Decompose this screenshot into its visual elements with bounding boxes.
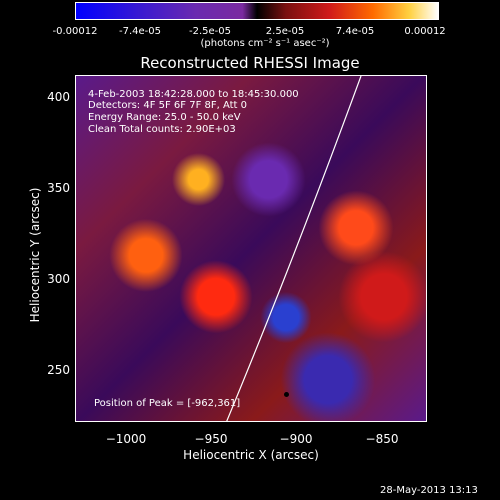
y-tick: 400: [47, 90, 70, 104]
x-tick: −950: [194, 432, 228, 446]
peak-marker: [284, 392, 289, 397]
limb-curve: [226, 76, 362, 421]
colorbar-tick: -7.4e-05: [119, 26, 161, 37]
colorbar-units: (photons cm⁻² s⁻¹ asec⁻²): [200, 38, 330, 49]
colorbar-tick: -2.5e-05: [189, 26, 231, 37]
annotation-energy: Energy Range: 25.0 - 50.0 keV: [88, 112, 241, 123]
y-tick: 250: [47, 363, 70, 377]
annotation-counts: Clean Total counts: 2.90E+03: [88, 124, 236, 135]
y-tick: 300: [47, 272, 70, 286]
x-tick: −1000: [105, 432, 147, 446]
colorbar-tick: -0.00012: [52, 26, 98, 37]
annotation-time: 4-Feb-2003 18:42:28.000 to 18:45:30.000: [88, 89, 299, 100]
colorbar: [75, 2, 439, 20]
image-plot: 4-Feb-2003 18:42:28.000 to 18:45:30.000 …: [75, 75, 427, 422]
colorbar-tick: 2.5e-05: [265, 26, 305, 37]
plot-title: Reconstructed RHESSI Image: [140, 54, 360, 72]
x-tick: −900: [279, 432, 313, 446]
x-tick: −850: [365, 432, 399, 446]
x-axis-label: Heliocentric X (arcsec): [183, 448, 319, 462]
peak-position-label: Position of Peak = [-962,361]: [94, 398, 241, 409]
annotation-detectors: Detectors: 4F 5F 6F 7F 8F, Att 0: [88, 100, 248, 111]
y-tick: 350: [47, 181, 70, 195]
colorbar-tick: 7.4e-05: [335, 26, 375, 37]
y-axis-label: Heliocentric Y (arcsec): [28, 187, 42, 323]
footer-timestamp: 28-May-2013 13:13: [380, 485, 478, 496]
colorbar-tick: 0.00012: [404, 26, 446, 37]
